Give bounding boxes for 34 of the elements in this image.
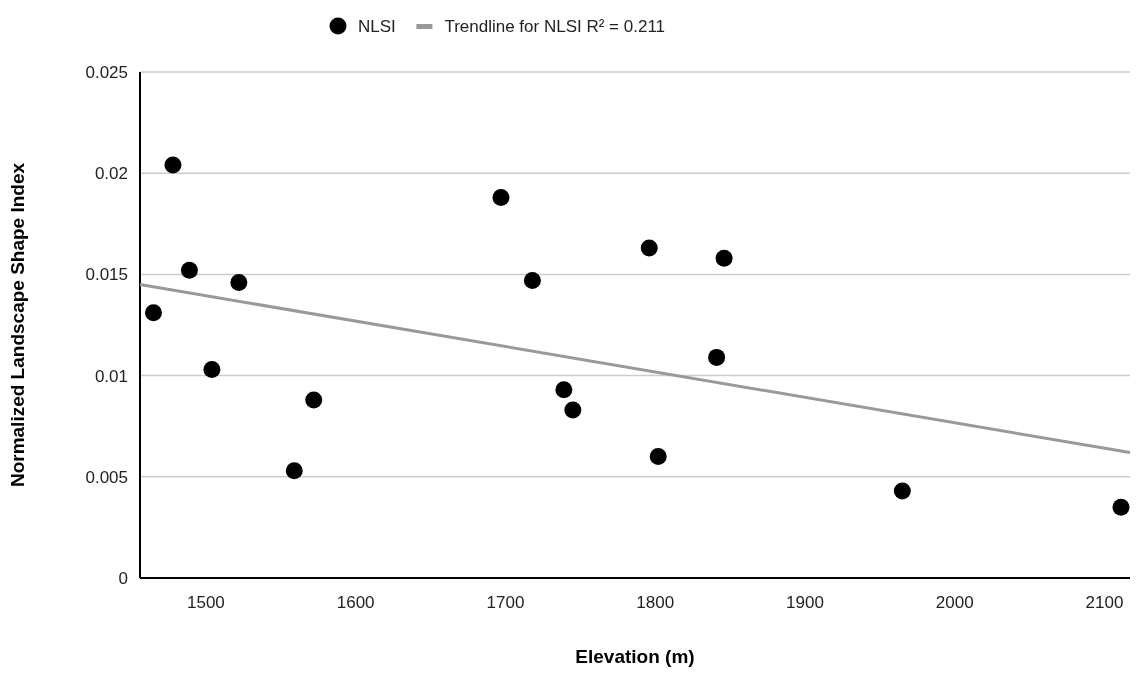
x-tick-label: 1900 bbox=[786, 593, 824, 612]
y-tick-label: 0.01 bbox=[94, 366, 128, 386]
point bbox=[1112, 498, 1130, 516]
point bbox=[492, 188, 510, 206]
point bbox=[144, 304, 162, 322]
y-tick-label: 0 bbox=[118, 568, 128, 588]
point bbox=[555, 381, 573, 399]
legend-label: Trendline for NLSI R² = 0.211 bbox=[444, 17, 666, 36]
y-tick-label: 0.02 bbox=[94, 164, 128, 184]
x-tick-label: 1800 bbox=[636, 593, 675, 612]
x-tick-label: 1500 bbox=[186, 593, 225, 612]
point bbox=[715, 249, 733, 267]
x-tick-label: 2100 bbox=[1085, 593, 1124, 612]
x-tick-label: 1600 bbox=[336, 593, 375, 612]
point bbox=[649, 448, 667, 466]
point bbox=[203, 361, 221, 379]
point bbox=[893, 482, 911, 500]
x-tick-label: 2000 bbox=[935, 593, 974, 612]
x-tick-label: 1700 bbox=[486, 593, 525, 612]
point bbox=[523, 271, 541, 289]
point bbox=[180, 261, 198, 279]
point bbox=[564, 401, 582, 419]
x-axis-title: Elevation (m) bbox=[575, 646, 695, 667]
point bbox=[285, 462, 303, 480]
point bbox=[305, 391, 323, 409]
point bbox=[164, 156, 182, 174]
y-tick-label: 0.015 bbox=[85, 265, 128, 285]
y-tick-label: 0.025 bbox=[85, 62, 128, 82]
point bbox=[708, 348, 726, 366]
legend-label: NLSI bbox=[358, 17, 396, 36]
y-tick-label: 0.005 bbox=[85, 467, 128, 487]
point bbox=[640, 239, 658, 257]
y-axis-title: Normalized Landscape Shape Index bbox=[7, 162, 28, 488]
point bbox=[230, 274, 248, 291]
